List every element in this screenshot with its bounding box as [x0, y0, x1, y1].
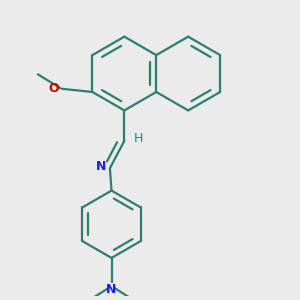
- Text: H: H: [134, 132, 143, 145]
- Text: N: N: [106, 283, 117, 296]
- Text: O: O: [49, 82, 59, 95]
- Text: N: N: [96, 160, 106, 173]
